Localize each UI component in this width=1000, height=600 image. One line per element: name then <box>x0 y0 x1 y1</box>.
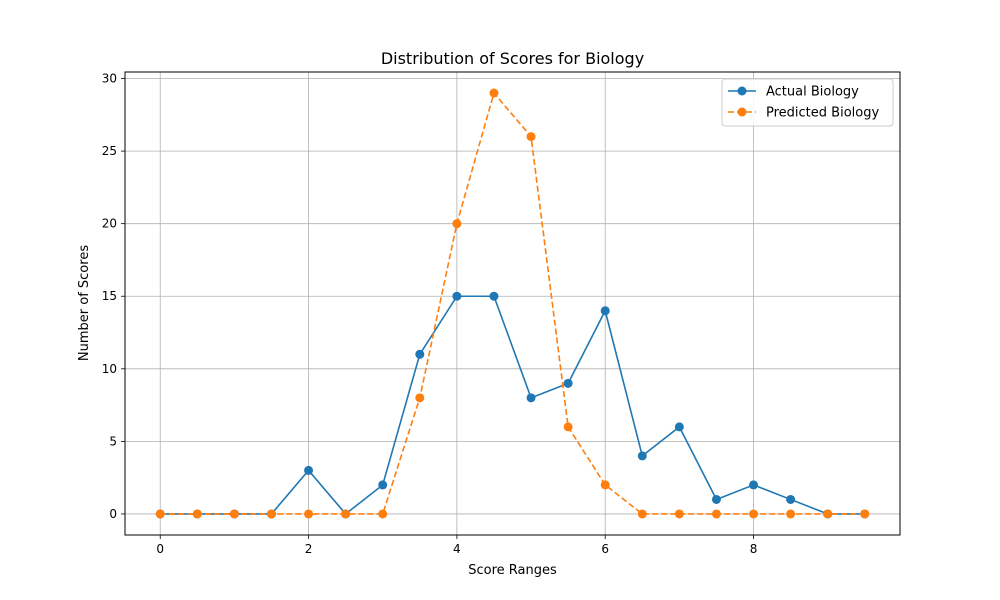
legend-label: Actual Biology <box>766 85 859 100</box>
y-tick-label: 10 <box>102 362 117 376</box>
data-point <box>600 480 610 490</box>
y-tick-label: 25 <box>102 144 117 158</box>
x-tick-label: 4 <box>453 542 461 556</box>
data-point <box>378 509 388 519</box>
legend: Actual Biology Predicted Biology <box>721 78 894 127</box>
x-tick-label: 6 <box>601 542 609 556</box>
grid-lines <box>125 72 900 535</box>
data-point <box>711 509 721 519</box>
data-point <box>341 509 351 519</box>
data-point <box>823 509 833 519</box>
series-predicted-biology <box>155 88 870 519</box>
data-point <box>489 88 499 98</box>
data-point <box>489 291 499 301</box>
plot-frame <box>124 71 901 536</box>
legend-marker <box>737 86 747 96</box>
data-point <box>304 465 314 475</box>
data-point <box>378 480 388 490</box>
data-point <box>266 509 276 519</box>
series-line <box>160 91 865 515</box>
data-point <box>452 219 462 229</box>
data-point <box>452 291 462 301</box>
data-point <box>155 509 165 519</box>
data-point <box>674 422 684 432</box>
series-line <box>160 295 865 516</box>
data-point <box>637 509 647 519</box>
data-point <box>749 509 759 519</box>
x-axis-label: Score Ranges <box>468 563 557 578</box>
x-tick-label: 2 <box>305 542 313 556</box>
data-point <box>192 509 202 519</box>
y-tick-label: 0 <box>109 507 117 521</box>
y-tick-label: 20 <box>102 217 117 231</box>
data-point <box>229 509 239 519</box>
series-layer <box>155 88 870 519</box>
data-point <box>749 480 759 490</box>
data-point <box>786 494 796 504</box>
legend-label: Predicted Biology <box>766 106 879 121</box>
data-point <box>674 509 684 519</box>
axis-ticks: 0 2 4 6 8 0 5 10 15 20 25 30 <box>102 72 758 556</box>
y-tick-label: 5 <box>109 434 117 448</box>
data-point <box>860 509 870 519</box>
data-point <box>786 509 796 519</box>
x-tick-label: 0 <box>156 542 164 556</box>
data-point <box>600 306 610 316</box>
legend-marker <box>737 107 747 117</box>
x-tick-label: 8 <box>750 542 758 556</box>
chart-title: Distribution of Scores for Biology <box>381 49 644 68</box>
data-point <box>526 393 536 403</box>
data-point <box>415 393 425 403</box>
data-point <box>563 378 573 388</box>
data-point <box>637 451 647 461</box>
y-axis-label: Number of Scores <box>77 245 92 361</box>
data-point <box>563 422 573 432</box>
data-point <box>711 494 721 504</box>
y-tick-label: 30 <box>102 72 117 86</box>
legend-box <box>721 78 894 127</box>
data-point <box>415 349 425 359</box>
y-tick-label: 15 <box>102 289 117 303</box>
data-point <box>526 132 536 142</box>
data-point <box>304 509 314 519</box>
